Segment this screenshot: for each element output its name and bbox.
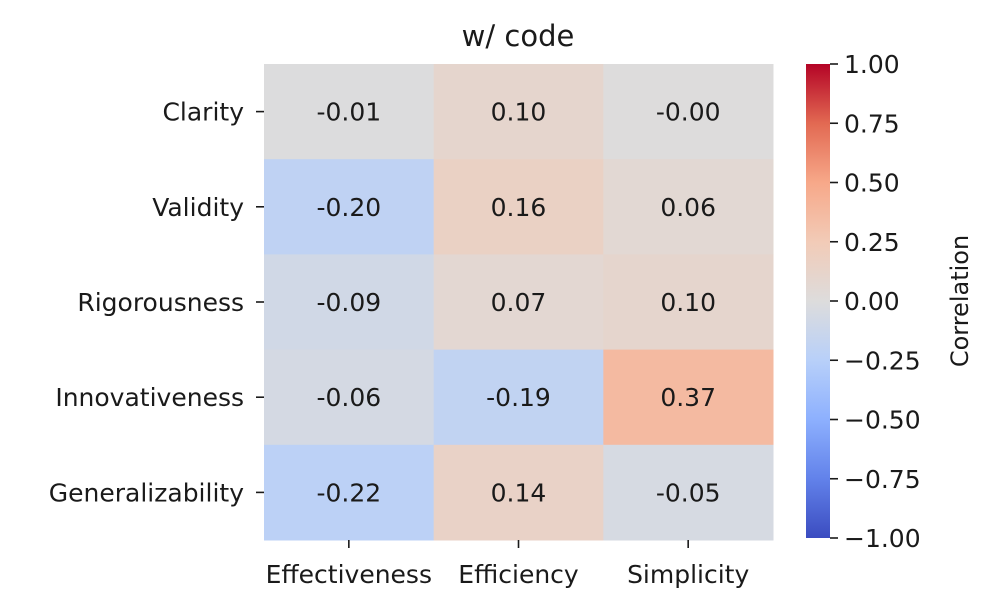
colorbar-tick-label: 1.00 <box>844 50 900 79</box>
y-tick-label: Validity <box>152 193 244 222</box>
colorbar-tick-label: −0.25 <box>844 346 921 375</box>
colorbar-tick-label: 0.75 <box>844 109 900 138</box>
heatmap-cell <box>264 254 435 351</box>
colorbar-label: Correlation <box>946 235 974 367</box>
heatmap-cell <box>264 64 435 160</box>
x-tick-label: Simplicity <box>627 560 749 589</box>
colorbar-tick-label: −0.75 <box>844 465 921 494</box>
x-tick-label: Efficiency <box>458 560 579 589</box>
colorbar-ticks: 1.00 0.75 0.50 0.25 0.00 −0.25 −0.50 −0.75 −1.00 <box>830 50 921 553</box>
heatmap-cell <box>603 64 774 160</box>
heatmap-cell <box>433 444 604 541</box>
chart-title: w/ code <box>462 19 575 53</box>
heatmap-cell <box>433 349 604 446</box>
y-axis: Clarity Validity Rigorousness Innovativenes… <box>49 98 264 507</box>
heatmap-cell <box>433 254 604 351</box>
heatmap-cell <box>603 349 774 446</box>
cell-value-label: 0.16 <box>491 193 547 222</box>
cell-value-label: -0.22 <box>316 478 381 507</box>
y-tick-label: Clarity <box>162 98 244 127</box>
colorbar-tick-label: −1.00 <box>844 524 921 553</box>
cell-value-label: -0.20 <box>316 193 381 222</box>
y-tick-label: Generalizability <box>49 478 244 507</box>
colorbar-tick-label: 0.00 <box>844 287 900 316</box>
heatmap-cell <box>433 159 604 255</box>
heatmap-cell <box>433 64 604 160</box>
cell-value-label: -0.09 <box>316 288 381 317</box>
heatmap-cell <box>603 254 774 351</box>
y-tick-label: Rigorousness <box>77 288 244 317</box>
x-axis: Effectiveness Efficiency Simplicity <box>266 540 749 589</box>
cell-value-label: 0.37 <box>660 383 716 412</box>
x-tick-label: Effectiveness <box>266 560 432 589</box>
heatmap-cell <box>603 444 774 541</box>
colorbar-tick-label: 0.25 <box>844 228 900 257</box>
cell-value-label: -0.01 <box>316 98 381 127</box>
cell-value-label: -0.00 <box>656 98 721 127</box>
heatmap-cell <box>603 159 774 255</box>
cell-value-label: -0.05 <box>656 478 721 507</box>
y-tick-label: Innovativeness <box>55 383 244 412</box>
colorbar-tick-label: −0.50 <box>844 406 921 435</box>
colorbar: 1.00 0.75 0.50 0.25 0.00 −0.25 −0.50 −0.75 −1.00… <box>806 50 974 553</box>
heatmap-cell <box>264 444 435 541</box>
cell-value-label: 0.10 <box>491 98 547 127</box>
heatmap-cell <box>264 349 435 446</box>
colorbar-tick-label: 0.50 <box>844 169 900 198</box>
cell-value-label: 0.07 <box>491 288 547 317</box>
cell-value-label: -0.19 <box>486 383 551 412</box>
heatmap-cells <box>264 64 774 541</box>
cell-value-label: 0.10 <box>660 288 716 317</box>
cell-value-label: 0.06 <box>660 193 716 222</box>
heatmap-cell-labels: -0.01 0.10 -0.00 -0.20 0.16 0.06 -0.09 0.07 0.10… <box>316 98 720 508</box>
colorbar-gradient <box>806 64 830 538</box>
cell-value-label: -0.06 <box>316 383 381 412</box>
heatmap-cell <box>264 159 435 255</box>
cell-value-label: 0.14 <box>491 478 547 507</box>
